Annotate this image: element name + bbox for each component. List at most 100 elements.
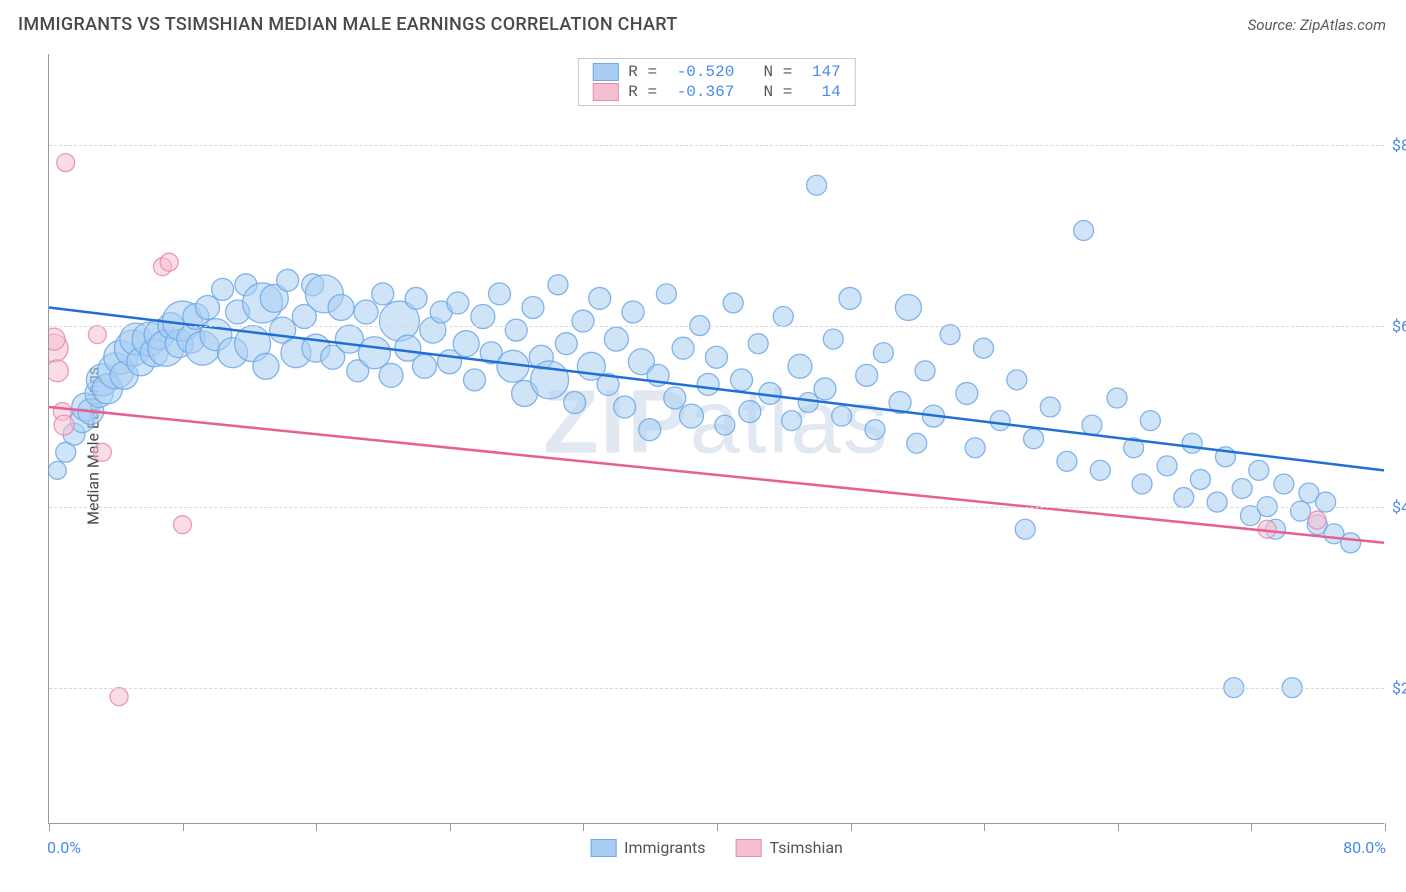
- scatter-svg: [49, 54, 1384, 823]
- data-point-immigrants: [1182, 433, 1202, 453]
- legend-item-tsimshian: Tsimshian: [736, 838, 843, 857]
- x-tick-mark: [1385, 823, 1386, 831]
- data-point-tsimshian: [54, 415, 74, 435]
- data-point-immigrants: [798, 393, 818, 413]
- data-point-immigrants: [1040, 397, 1060, 417]
- data-point-immigrants: [895, 294, 921, 320]
- chart-title: IMMIGRANTS VS TSIMSHIAN MEDIAN MALE EARN…: [18, 14, 677, 35]
- data-point-tsimshian: [49, 360, 68, 382]
- chart-source: Source: ZipAtlas.com: [1248, 16, 1386, 34]
- data-point-immigrants: [1316, 492, 1336, 512]
- data-point-immigrants: [679, 404, 703, 428]
- legend-label: Tsimshian: [770, 838, 843, 857]
- data-point-immigrants: [773, 307, 793, 327]
- chart-header: IMMIGRANTS VS TSIMSHIAN MEDIAN MALE EARN…: [0, 0, 1406, 43]
- data-point-immigrants: [1157, 456, 1177, 476]
- y-tick-label: $40,000: [1392, 497, 1406, 516]
- x-tick-mark: [717, 823, 718, 831]
- data-point-immigrants: [489, 283, 511, 305]
- data-point-immigrants: [956, 382, 978, 404]
- x-axis-min-label: 0.0%: [47, 838, 81, 857]
- legend-series: Immigrants Tsimshian: [590, 838, 843, 857]
- swatch-tsimshian-icon: [736, 839, 762, 857]
- data-point-immigrants: [1174, 488, 1194, 508]
- data-point-immigrants: [907, 433, 927, 453]
- data-point-immigrants: [548, 275, 568, 295]
- data-point-immigrants: [1140, 411, 1160, 431]
- data-point-immigrants: [464, 369, 486, 391]
- data-point-immigrants: [656, 284, 676, 304]
- data-point-immigrants: [412, 354, 436, 378]
- data-point-immigrants: [1107, 388, 1127, 408]
- data-point-tsimshian: [110, 688, 128, 706]
- x-tick-mark: [450, 823, 451, 831]
- data-point-immigrants: [639, 419, 661, 441]
- data-point-immigrants: [253, 353, 279, 379]
- x-tick-mark: [984, 823, 985, 831]
- x-tick-mark: [851, 823, 852, 831]
- data-point-immigrants: [1274, 474, 1294, 494]
- data-point-immigrants: [372, 283, 394, 305]
- legend-label: Immigrants: [624, 838, 705, 857]
- legend-row-tsimshian: R = -0.367 N = 14: [578, 82, 854, 102]
- data-point-immigrants: [965, 438, 985, 458]
- data-point-immigrants: [697, 373, 719, 395]
- data-point-immigrants: [856, 364, 878, 386]
- data-point-immigrants: [1082, 415, 1102, 435]
- swatch-tsimshian: [592, 83, 618, 101]
- data-point-immigrants: [940, 325, 960, 345]
- data-point-immigrants: [453, 331, 479, 357]
- data-point-immigrants: [555, 333, 577, 355]
- data-point-immigrants: [782, 411, 802, 431]
- data-point-immigrants: [1024, 429, 1044, 449]
- data-point-immigrants: [672, 337, 694, 359]
- data-point-tsimshian: [88, 326, 106, 344]
- data-point-immigrants: [354, 300, 378, 324]
- data-point-immigrants: [814, 378, 836, 400]
- x-tick-mark: [316, 823, 317, 831]
- data-point-immigrants: [196, 295, 220, 319]
- data-point-immigrants: [748, 334, 768, 354]
- legend-correlation-box: R = -0.520 N = 147 R = -0.367 N = 14: [577, 58, 855, 106]
- gridline: [49, 326, 1384, 327]
- data-point-immigrants: [915, 361, 935, 381]
- x-tick-mark: [49, 823, 50, 831]
- data-point-tsimshian: [57, 154, 75, 172]
- data-point-immigrants: [505, 319, 527, 341]
- data-point-immigrants: [589, 287, 611, 309]
- data-point-tsimshian: [49, 328, 65, 350]
- data-point-immigrants: [277, 269, 299, 291]
- data-point-immigrants: [731, 369, 753, 391]
- data-point-immigrants: [379, 363, 403, 387]
- data-point-immigrants: [604, 327, 628, 351]
- gridline: [49, 507, 1384, 508]
- data-point-immigrants: [522, 296, 544, 318]
- data-point-immigrants: [1074, 221, 1094, 241]
- data-point-immigrants: [832, 406, 852, 426]
- swatch-immigrants-icon: [590, 839, 616, 857]
- data-point-immigrants: [1249, 460, 1269, 480]
- x-tick-mark: [1251, 823, 1252, 831]
- x-tick-mark: [183, 823, 184, 831]
- legend-item-immigrants: Immigrants: [590, 838, 705, 857]
- data-point-immigrants: [49, 461, 66, 479]
- data-point-immigrants: [973, 338, 993, 358]
- gridline: [49, 145, 1384, 146]
- data-point-immigrants: [572, 310, 594, 332]
- data-point-tsimshian: [1308, 511, 1326, 529]
- data-point-immigrants: [1190, 469, 1210, 489]
- trendline-immigrants: [49, 307, 1384, 470]
- y-tick-label: $80,000: [1392, 135, 1406, 154]
- data-point-tsimshian: [174, 516, 192, 534]
- data-point-immigrants: [839, 287, 861, 309]
- data-point-immigrants: [358, 337, 390, 369]
- data-point-immigrants: [405, 287, 427, 309]
- data-point-immigrants: [1090, 460, 1110, 480]
- data-point-immigrants: [1291, 501, 1311, 521]
- x-axis-max-label: 80.0%: [1343, 838, 1386, 857]
- data-point-immigrants: [723, 293, 743, 313]
- x-tick-mark: [583, 823, 584, 831]
- data-point-immigrants: [1007, 370, 1027, 390]
- data-point-immigrants: [1232, 479, 1252, 499]
- x-tick-mark: [1118, 823, 1119, 831]
